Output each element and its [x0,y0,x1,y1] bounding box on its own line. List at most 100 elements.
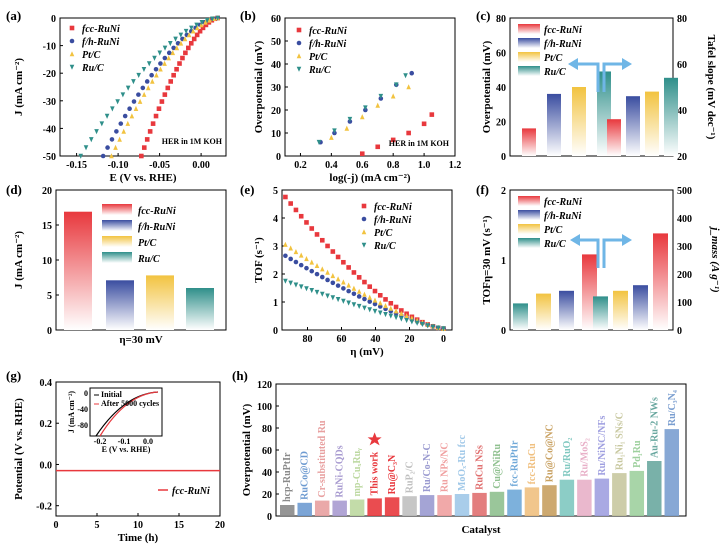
data-point-e-3 [420,322,425,328]
data-point-a-1 [105,145,110,150]
bar-label-h: Au-Ru-2 NWs [649,397,660,458]
x-tick-label-b: 0.8 [387,160,400,171]
data-point-e-3 [414,320,420,326]
bar-h [454,494,470,516]
panel-label-b: (b) [240,8,256,23]
data-point-a-3 [162,45,168,51]
panel-label-a: (a) [6,8,21,23]
legend-a-marker [69,38,75,44]
bar-label-h: Cu@NiRu [492,443,503,488]
data-point-e-3 [393,315,399,321]
inset-x-tick-g: -0.2 [94,437,107,446]
arrow-head-c [568,58,578,70]
data-point-e-3 [377,310,383,316]
x-tick-label-e: 0 [441,334,446,345]
data-point-a-2 [166,55,171,61]
bar-label-h: Pd₁Ru [632,440,643,468]
data-point-e-1 [341,286,346,291]
bar-label-h: fcc-RuCu [527,443,538,485]
data-point-a-1 [127,106,132,111]
data-point-a-2 [150,78,155,84]
data-point-a-2 [137,98,143,104]
y-right-tick-label-c: 80 [677,14,687,25]
legend-e-marker [361,242,367,248]
x-tick-label-a: -0.10 [108,160,129,171]
data-point-a-2 [125,120,131,126]
y-axis-label-h: Overpotential (mV) [241,403,253,496]
y-right-tick-label-f: 300 [677,242,692,253]
data-point-e-2 [362,291,367,297]
legend-b-marker [296,40,302,46]
y-tick-label-g: 0.4 [40,378,53,389]
y-tick-label-a: -30 [43,97,56,108]
legend-e-label: Ru/C [373,241,396,252]
bar-h [472,492,487,516]
data-point-a-0 [159,99,165,104]
data-point-e-0 [372,288,378,294]
data-point-a-0 [153,113,159,119]
data-point-e-3 [388,313,394,319]
y-tick-label-h: 20 [262,490,272,501]
bar-label-h: MoOₓ-Ru fcc [457,435,468,491]
bar-label-h: fcc-RuPtIr [509,440,520,487]
y-axis-label-a: J (mA cm⁻²) [13,58,25,116]
data-point-a-0 [180,55,185,61]
data-point-e-2 [283,241,288,247]
data-point-e-0 [377,293,383,298]
y-tick-label-d: 0 [47,326,52,337]
legend-swatch-d [102,252,132,263]
data-point-a-3 [78,153,84,159]
data-point-e-2 [383,303,388,309]
data-point-a-0 [150,121,156,126]
data-point-e-2 [319,266,325,272]
x-tick-label-b: 1.0 [418,160,431,171]
bar-label-h: Ru/NiNC/NFs [597,415,608,475]
data-point-a-3 [88,137,94,143]
inset-y-tick-g: -40 [77,405,88,414]
data-point-a-2 [154,72,159,78]
data-point-e-2 [325,269,330,275]
legend-label-d: fcc-RuNi [138,206,176,217]
data-point-e-1 [293,259,299,265]
y-tick-label-b: 20 [271,106,281,117]
y-tick-label-b: 40 [271,60,281,71]
data-point-e-0 [351,270,357,275]
legend-a-marker [69,64,75,70]
bar-h [280,505,295,516]
x-tick-label-g: 0 [54,520,59,531]
x-tick-label-g: 5 [95,520,100,531]
bar-f-jmass [593,296,608,330]
legend-label-c: f/h-RuNi [544,39,581,50]
legend-label-f: f/h-RuNi [544,211,581,222]
bar-h [384,497,400,516]
data-point-b-3 [403,73,408,79]
data-point-e-1 [298,262,304,268]
data-point-e-3 [283,278,288,284]
bar-h [507,489,522,516]
legend-swatch-f [518,224,540,234]
data-point-e-1 [288,256,293,262]
y-axis-label-d: J (mA cm⁻²) [13,231,25,289]
bar-label-h: Ru NPs/NC [440,442,451,492]
y-tick-label-g: 0.0 [40,460,53,471]
data-point-a-0 [194,32,200,38]
legend-label-g: fcc-RuNi [172,486,210,497]
bar-d [106,280,134,330]
data-point-e-2 [314,262,320,269]
data-point-e-2 [372,297,378,303]
x-tick-label-a: -0.05 [149,160,170,171]
data-point-a-2 [203,19,208,25]
x-tick-label-e: 60 [337,334,347,345]
panel-label-d: (d) [6,182,22,197]
data-point-e-0 [335,254,341,260]
legend-b-label: Pt/C [309,52,328,63]
data-point-e-3 [362,305,367,311]
data-point-e-1 [330,280,336,286]
data-point-b-2 [375,102,381,108]
legend-b-marker [296,53,302,59]
y-right-tick-label-f: 500 [677,186,692,197]
bar-f-jmass [653,233,668,330]
bar-h [367,498,382,516]
arrow-head-f [622,234,632,246]
y-tick-label-h: 100 [257,402,272,413]
